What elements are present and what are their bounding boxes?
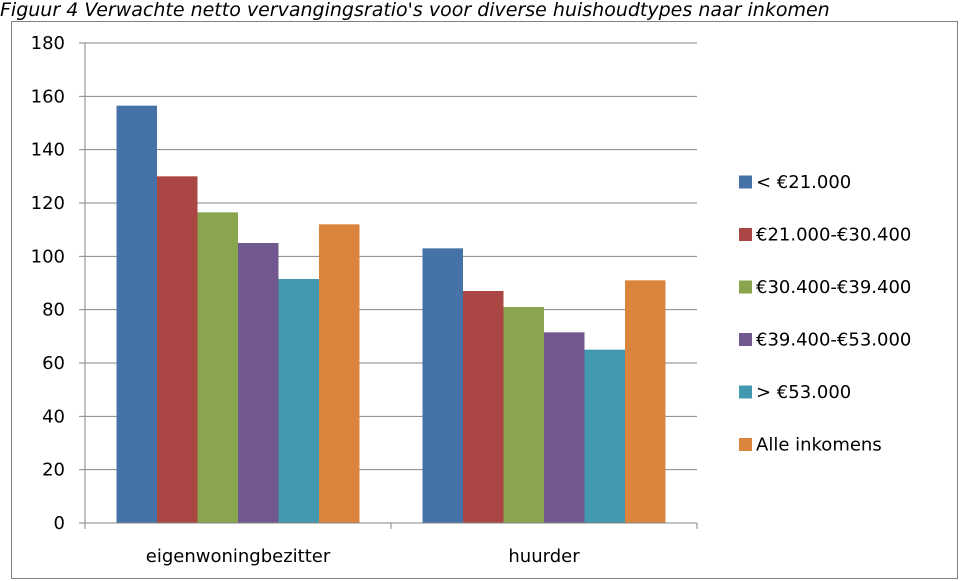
y-tick-label: 60 <box>42 353 65 374</box>
chart-caption: Figuur 4 Verwachte netto vervangingsrati… <box>0 0 830 21</box>
legend-label: < €21.000 <box>756 172 851 193</box>
legend-swatch <box>739 280 752 294</box>
y-tick-label: 120 <box>31 193 65 214</box>
legend-label: Alle inkomens <box>756 435 882 456</box>
bar <box>422 248 463 524</box>
y-tick-label: 100 <box>31 246 65 267</box>
legend-label: €39.400-€53.000 <box>756 330 911 351</box>
y-tick-label: 80 <box>42 300 65 321</box>
y-tick-label: 180 <box>31 33 65 54</box>
y-tick-label: 20 <box>42 460 65 481</box>
bar <box>278 279 319 523</box>
legend-swatch <box>739 175 752 189</box>
legend-label: > €53.000 <box>756 382 851 403</box>
legend-swatch <box>739 438 752 451</box>
legend: < €21.000 €21.000-€30.400 €30.400-€39.400 €… <box>739 172 911 456</box>
bar <box>503 307 544 523</box>
legend-label: €30.400-€39.400 <box>756 277 911 298</box>
x-category-label: huurder <box>508 546 580 567</box>
bars <box>116 105 666 524</box>
y-tick-label: 140 <box>31 140 65 161</box>
bar <box>197 212 238 524</box>
axes: 0 20 40 60 80 100 120 140 160 180 eigenwoningbezit… <box>31 33 698 567</box>
legend-swatch <box>739 333 752 346</box>
bar <box>584 349 625 523</box>
bar <box>157 176 198 524</box>
x-category-label: eigenwoningbezitter <box>146 546 331 567</box>
y-tick-label: 160 <box>31 86 65 107</box>
y-tick-label: 0 <box>54 513 65 534</box>
legend-swatch <box>739 385 752 399</box>
bar <box>116 105 157 524</box>
bar <box>238 243 279 523</box>
legend-swatch <box>739 228 752 241</box>
y-tick-label: 40 <box>42 406 65 427</box>
bar <box>544 332 585 523</box>
bar <box>463 291 504 523</box>
bar <box>319 224 360 524</box>
legend-label: €21.000-€30.400 <box>756 225 911 246</box>
bar <box>625 280 666 523</box>
